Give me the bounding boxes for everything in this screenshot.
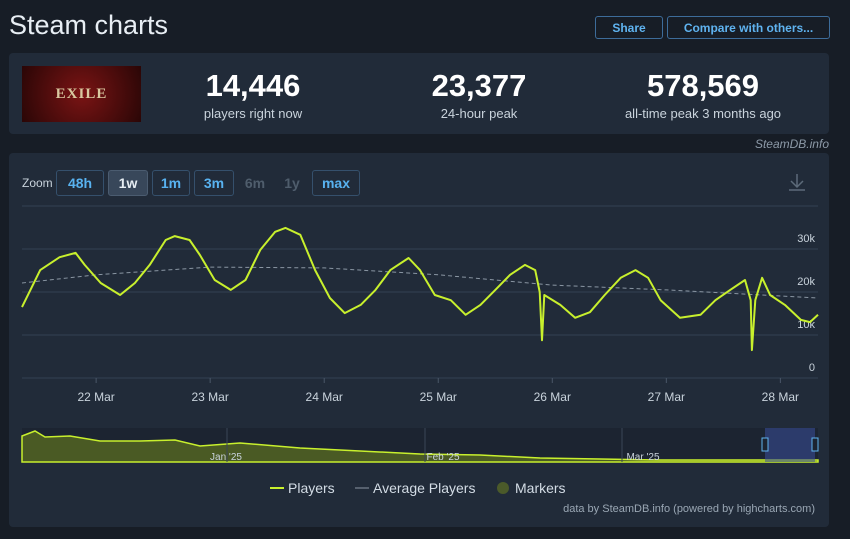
stat-label: all-time peak 3 months ago: [624, 106, 782, 121]
x-tick-label: 24 Mar: [306, 390, 343, 404]
zoom-button: 1y: [284, 175, 300, 191]
download-icon[interactable]: [789, 174, 805, 191]
compare-button[interactable]: Compare with others...: [667, 16, 830, 39]
game-logo[interactable]: EXILE: [22, 66, 141, 122]
legend-symbol: [497, 482, 509, 494]
zoom-button[interactable]: 3m: [194, 170, 234, 196]
navigator-label: Feb '25: [426, 452, 459, 463]
compare-label: Compare with others...: [683, 20, 814, 35]
stat-value: 14,446: [205, 68, 301, 103]
legend-label: Markers: [515, 480, 566, 496]
legend-label: Average Players: [373, 480, 475, 496]
watermark: SteamDB.info: [754, 137, 829, 151]
x-tick-label: 25 Mar: [420, 390, 457, 404]
legend-item[interactable]: Markers: [497, 480, 566, 496]
legend-item[interactable]: Average Players: [355, 480, 475, 496]
x-tick-label: 27 Mar: [648, 390, 685, 404]
navigator-handle[interactable]: [811, 437, 819, 452]
navigator-handle[interactable]: [761, 437, 769, 452]
navigator-label: Jan '25: [210, 452, 242, 463]
logo-text: EXILE: [55, 85, 108, 102]
stat-value: 23,377: [431, 68, 527, 103]
credits: data by SteamDB.info (powered by highcha…: [563, 503, 815, 515]
zoom-button[interactable]: 1w: [108, 170, 148, 196]
stat-label: 24-hour peak: [440, 106, 518, 121]
zoom-label: Zoom: [22, 176, 53, 190]
x-tick-label: 26 Mar: [534, 390, 571, 404]
zoom-button[interactable]: 48h: [56, 170, 104, 196]
share-label: Share: [612, 20, 646, 35]
x-tick-label: 23 Mar: [191, 390, 228, 404]
chart-panel: [9, 153, 829, 527]
y-tick-label: 30k: [797, 233, 815, 245]
navigator-label: Mar '25: [626, 452, 659, 463]
stat-value: 578,569: [646, 68, 760, 103]
series-line: [21, 266, 819, 299]
stat-label: players right now: [203, 106, 303, 121]
page-title: Steam charts: [9, 10, 169, 40]
stats-panel: [9, 53, 829, 134]
legend-item[interactable]: Players: [270, 480, 335, 496]
zoom-button[interactable]: max: [312, 170, 360, 196]
navigator-selection[interactable]: [765, 428, 815, 462]
series-line: [21, 226, 819, 352]
x-tick-label: 22 Mar: [77, 390, 114, 404]
legend-label: Players: [288, 480, 335, 496]
x-tick-label: 28 Mar: [762, 390, 799, 404]
y-tick-label: 0: [809, 362, 815, 374]
zoom-button: 6m: [244, 175, 266, 191]
share-button[interactable]: Share: [595, 16, 663, 39]
y-tick-label: 20k: [797, 276, 815, 288]
zoom-button[interactable]: 1m: [152, 170, 190, 196]
